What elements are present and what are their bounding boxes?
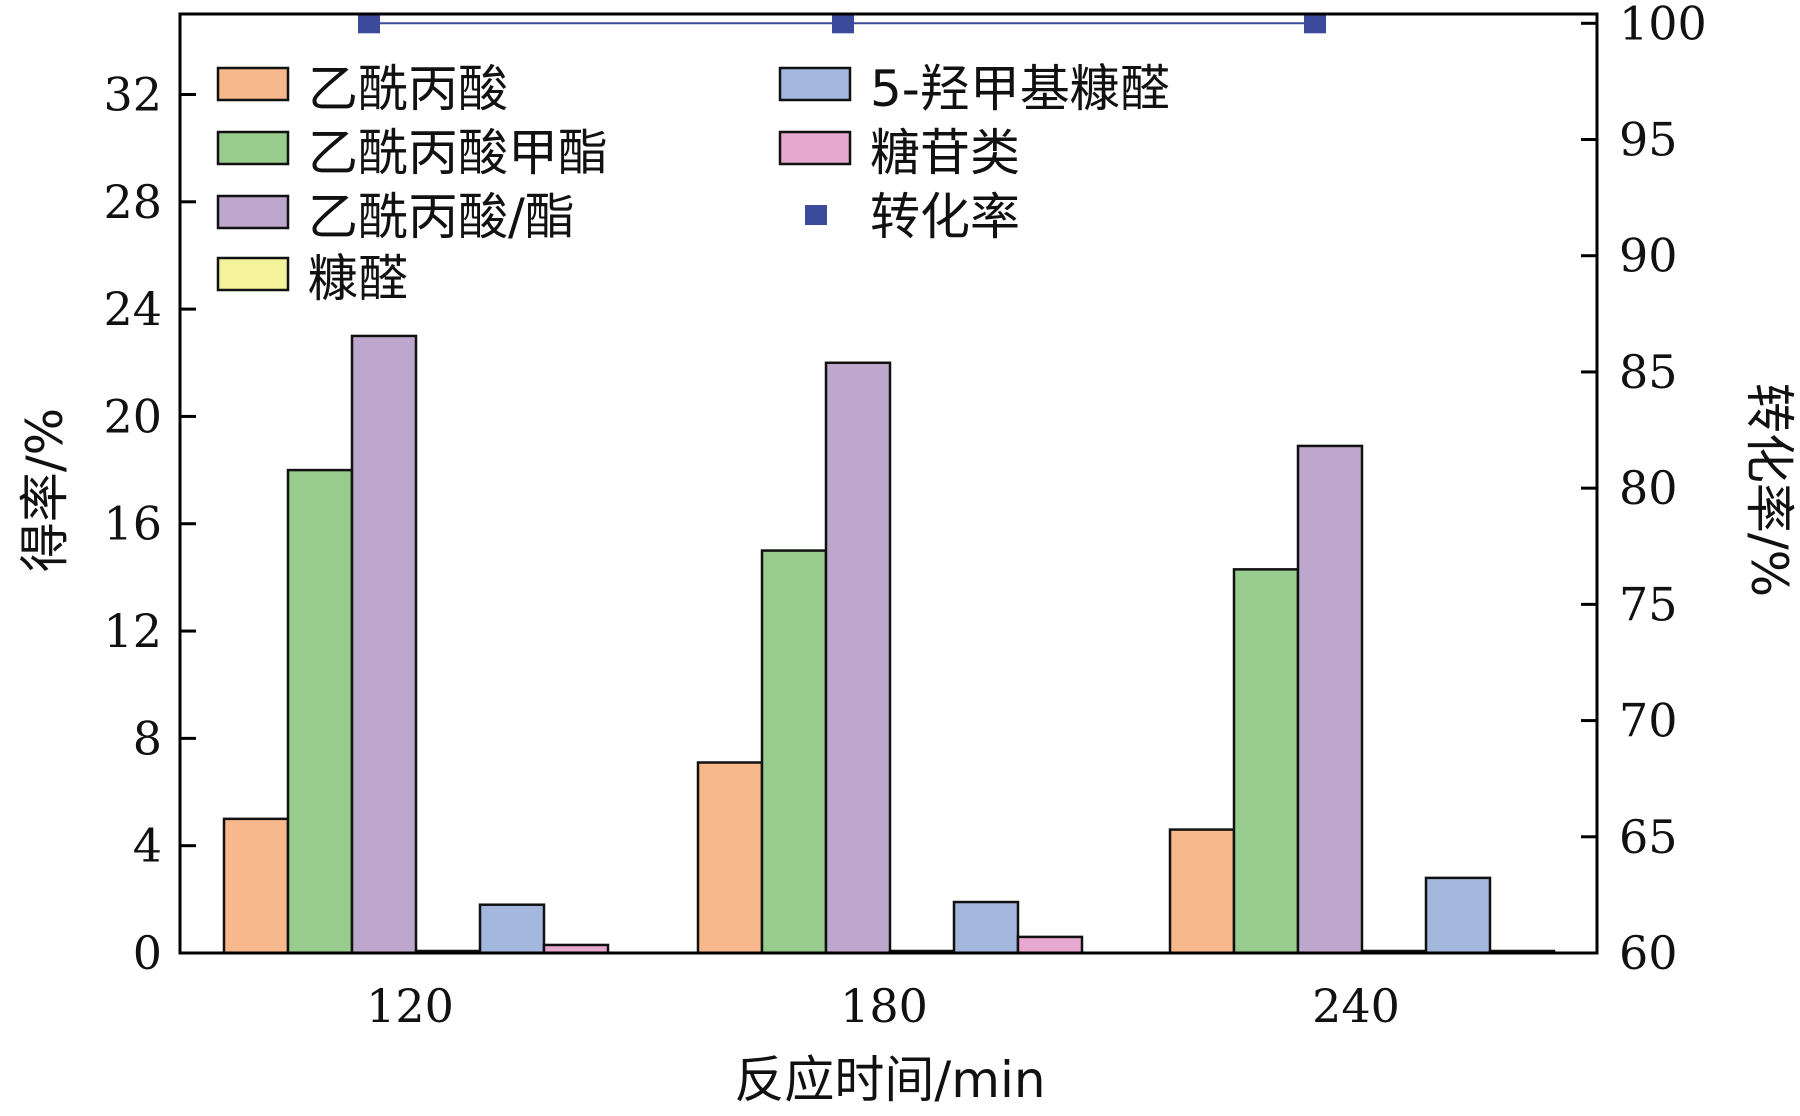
bar-5-1 [1016, 935, 1084, 955]
y-tick-label-8: 32 [103, 67, 162, 121]
legend-label-5: 糖苷类 [870, 124, 1020, 182]
y-tick-label-3: 12 [103, 604, 162, 658]
y-tick-label-7: 28 [103, 175, 162, 229]
conversion-point-1 [832, 13, 854, 34]
bar-4-0 [478, 903, 546, 955]
y2-tick-label-8: 100 [1619, 0, 1707, 50]
bar-2-0 [350, 334, 418, 955]
conversion-line-layer [358, 13, 1326, 34]
bar-0-0 [222, 817, 290, 955]
legend-marker-conversion [805, 205, 827, 225]
y-tick-label-2: 8 [133, 711, 162, 765]
x-tick-label-1: 180 [840, 979, 928, 1033]
left-y-axis: 0 4 8 12 16 20 24 28 32 [103, 67, 196, 980]
y2-tick-label-6: 90 [1619, 229, 1678, 283]
bar-2-2 [1296, 444, 1364, 955]
bar-1-2 [1232, 568, 1300, 955]
x-tick-label-0: 120 [366, 979, 454, 1033]
conversion-point-2 [1304, 13, 1326, 34]
right-y-axis: 60 65 70 75 80 85 90 95 100 [1581, 0, 1707, 980]
bar-4-2 [1424, 876, 1492, 955]
legend-label-conversion: 转化率 [870, 188, 1020, 246]
legend-swatch-5 [778, 130, 852, 166]
legend-label-1: 乙酰丙酸甲酯 [308, 124, 608, 182]
y2-tick-label-1: 65 [1619, 810, 1678, 864]
plot-frame [178, 12, 1599, 955]
y2-tick-label-0: 60 [1619, 926, 1678, 980]
bar-2-1 [824, 361, 892, 955]
y2-tick-label-3: 75 [1619, 577, 1678, 631]
y2-tick-label-4: 80 [1619, 461, 1678, 515]
x-axis-title: 反应时间/min [734, 1051, 1045, 1109]
bar-0-2 [1168, 828, 1236, 955]
y-axis-title: 得率/% [16, 408, 74, 572]
y2-axis-title: 转化率/% [1740, 383, 1798, 597]
y-tick-label-5: 20 [103, 389, 162, 443]
x-tick-label-2: 240 [1312, 979, 1400, 1033]
bar-0-1 [696, 761, 764, 955]
legend-label-4: 5-羟甲基糠醛 [870, 60, 1170, 118]
legend-swatch-2 [216, 194, 290, 230]
bar-1-1 [760, 549, 828, 955]
legend-swatch-4 [778, 66, 852, 102]
y2-tick-label-7: 95 [1619, 113, 1678, 167]
y-tick-label-4: 16 [103, 497, 162, 551]
x-axis: 120 180 240 [366, 979, 1400, 1033]
bars-layer [222, 334, 1556, 955]
legend-swatch-1 [216, 130, 290, 166]
y2-tick-label-5: 85 [1619, 345, 1678, 399]
y-tick-label-1: 4 [133, 819, 162, 873]
bar-1-0 [286, 468, 354, 955]
legend-swatch-0 [216, 66, 290, 102]
y-tick-label-6: 24 [103, 282, 162, 336]
conversion-point-0 [358, 13, 380, 34]
legend-label-0: 乙酰丙酸 [308, 60, 508, 118]
legend-label-2: 乙酰丙酸/酯 [308, 188, 575, 246]
legend-label-3: 糠醛 [308, 250, 408, 308]
y-tick-label-0: 0 [133, 926, 162, 980]
y2-tick-label-2: 70 [1619, 694, 1678, 748]
bar-4-1 [952, 900, 1020, 955]
legend-swatch-3 [216, 256, 290, 292]
